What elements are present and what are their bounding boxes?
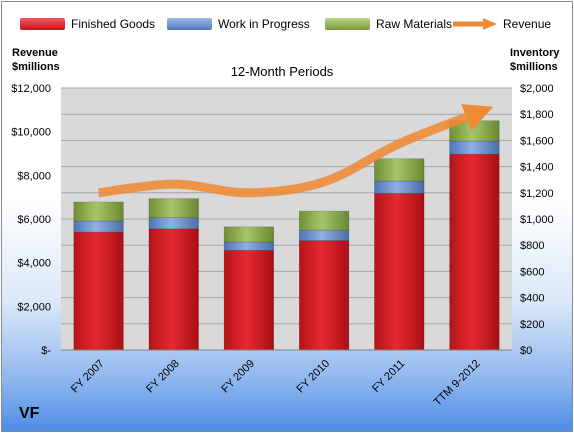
left-axis-title-line1: Revenue xyxy=(12,47,58,59)
legend-item-raw-materials: Raw Materials xyxy=(325,14,452,34)
x-tick-label: FY 2011 xyxy=(370,358,407,395)
legend-item-finished-goods: Finished Goods xyxy=(20,14,155,34)
bar-raw-materials xyxy=(73,201,124,222)
right-tick-label: $1,000 xyxy=(520,214,554,226)
right-axis-title-line1: Inventory xyxy=(510,47,560,59)
left-tick-label: $- xyxy=(41,345,51,357)
company-label: VF xyxy=(19,405,40,422)
bar-raw-materials xyxy=(148,198,199,218)
right-tick-label: $800 xyxy=(520,240,544,252)
legend-swatch-work-in-progress xyxy=(167,18,212,30)
bar-raw-materials xyxy=(374,158,425,182)
right-tick-label: $2,000 xyxy=(520,83,554,95)
legend-swatch-finished-goods xyxy=(20,18,65,30)
right-tick-label: $600 xyxy=(520,266,544,278)
legend-item-revenue: Revenue xyxy=(451,14,551,34)
left-tick-label: $12,000 xyxy=(11,83,51,95)
right-tick-label: $400 xyxy=(520,293,544,305)
right-tick-label: $0 xyxy=(520,345,532,357)
bar-raw-materials xyxy=(298,210,350,231)
bar-finished-goods xyxy=(449,153,500,351)
legend-label-revenue: Revenue xyxy=(503,17,552,31)
bar-work-in-progress xyxy=(374,180,425,194)
x-tick-label: TTM 9-2012 xyxy=(432,358,483,409)
left-tick-label: $8,000 xyxy=(17,170,51,182)
bar-finished-goods xyxy=(223,250,275,351)
bar-finished-goods xyxy=(298,240,350,351)
right-tick-label: $1,200 xyxy=(520,188,554,200)
bar-work-in-progress xyxy=(223,241,275,251)
legend-item-work-in-progress: Work in Progress xyxy=(167,14,310,34)
right-tick-label: $200 xyxy=(520,319,544,331)
legend-label-raw-materials: Raw Materials xyxy=(376,17,453,31)
legend-swatch-raw-materials xyxy=(325,18,370,30)
left-tick-label: $6,000 xyxy=(17,214,51,226)
left-tick-label: $10,000 xyxy=(11,127,51,139)
right-tick-label: $1,400 xyxy=(520,162,554,174)
bar-work-in-progress xyxy=(73,220,124,233)
right-axis-title: Inventory $millions xyxy=(510,46,560,74)
revenue-line xyxy=(98,103,494,198)
bar-finished-goods xyxy=(73,231,124,351)
right-axis-title-line2: $millions xyxy=(510,61,558,73)
bar-work-in-progress xyxy=(298,229,350,241)
right-tick-label: $1,600 xyxy=(520,135,554,147)
legend-label-work-in-progress: Work in Progress xyxy=(218,17,310,31)
x-tick-label: FY 2010 xyxy=(294,358,332,396)
left-axis-title: Revenue $millions xyxy=(12,46,60,74)
x-tick-label: FY 2009 xyxy=(219,358,257,396)
x-tick-label: FY 2008 xyxy=(144,358,182,396)
left-tick-label: $2,000 xyxy=(17,301,51,313)
bar-finished-goods xyxy=(148,228,199,351)
left-tick-label: $4,000 xyxy=(17,258,51,270)
bar-work-in-progress xyxy=(148,217,199,230)
right-tick-label: $1,800 xyxy=(520,109,554,121)
x-tick-label: FY 2007 xyxy=(69,358,107,396)
left-axis-title-line2: $millions xyxy=(12,61,60,73)
legend-label-finished-goods: Finished Goods xyxy=(71,17,156,31)
bar-finished-goods xyxy=(374,193,425,351)
legend-arrow-icon xyxy=(453,18,497,30)
bar-raw-materials xyxy=(223,226,275,243)
chart-title: 12-Month Periods xyxy=(230,64,334,79)
bar-work-in-progress xyxy=(449,140,500,155)
